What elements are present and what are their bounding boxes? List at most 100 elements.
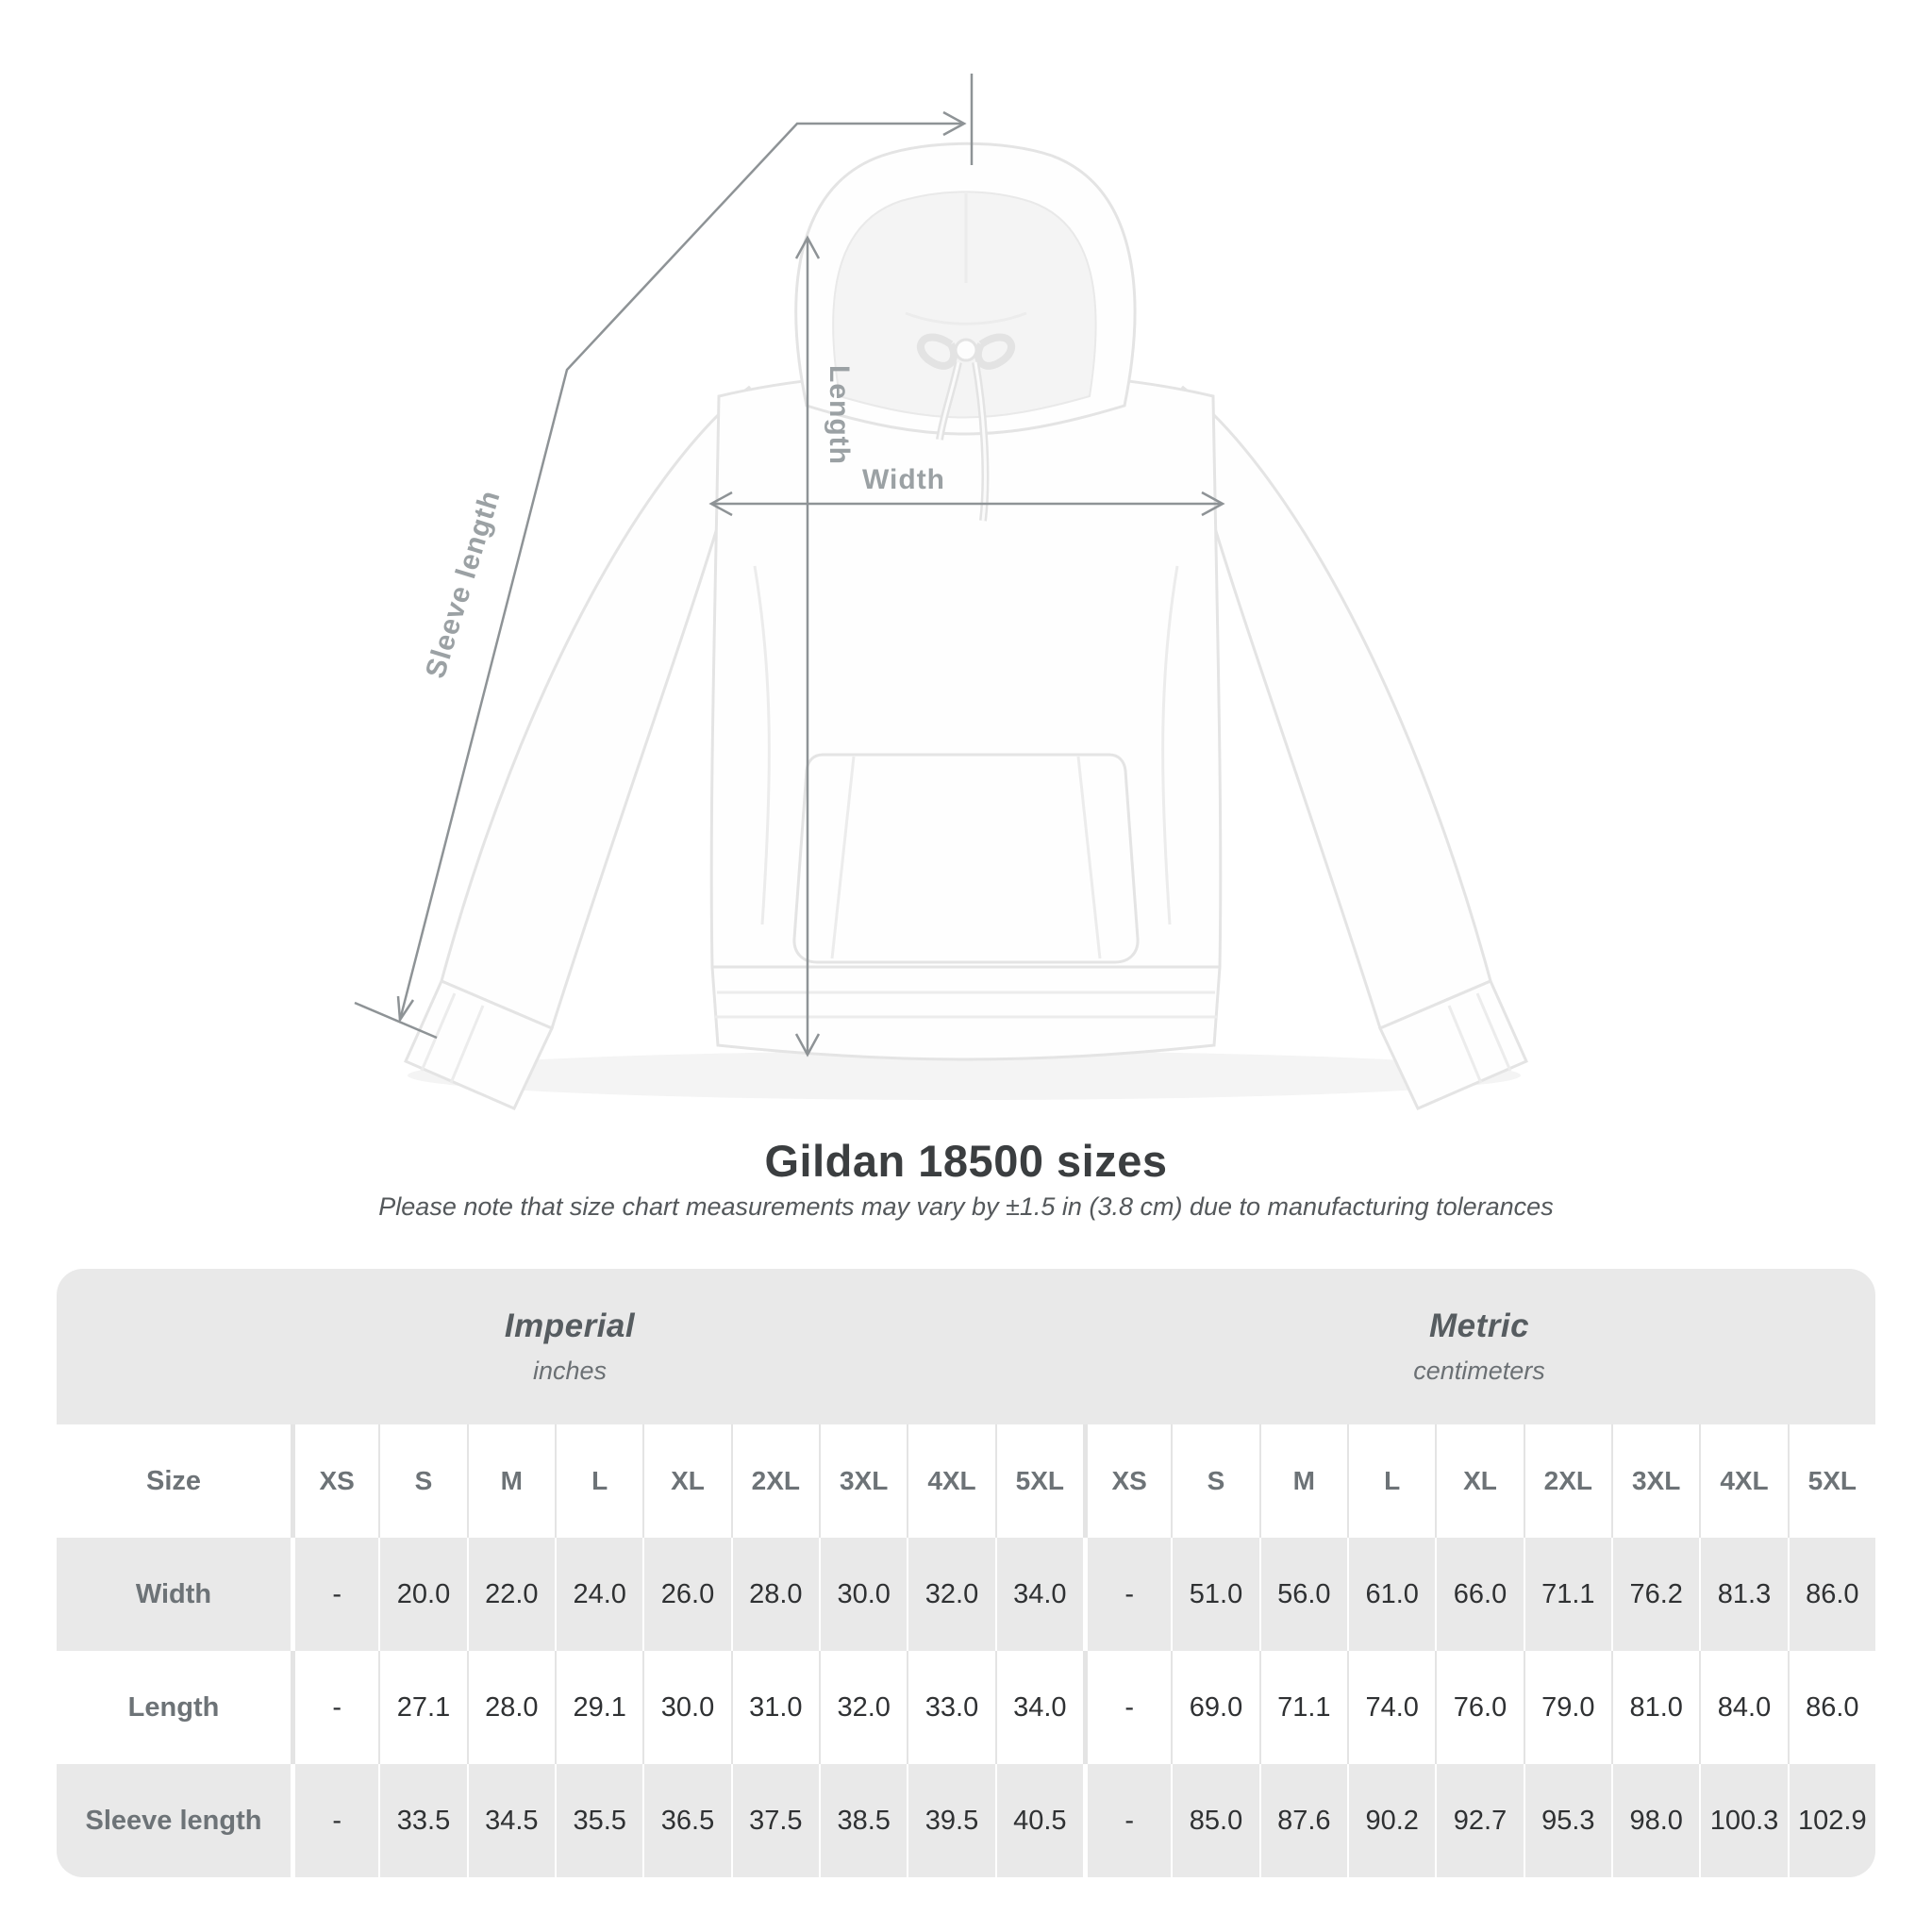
value-cell: - bbox=[1083, 1651, 1171, 1764]
size-header-cell: L bbox=[1347, 1424, 1435, 1538]
value-cell: 95.3 bbox=[1523, 1764, 1611, 1877]
size-header-cell: XL bbox=[1435, 1424, 1523, 1538]
hoodie-measurement-diagram: Sleeve length Length Width bbox=[354, 74, 1528, 1110]
value-cell: 81.0 bbox=[1611, 1651, 1699, 1764]
table-row-sleeve-length: Sleeve length - 33.5 34.5 35.5 36.5 37.5… bbox=[57, 1764, 1875, 1877]
sleeve-length-measure bbox=[354, 74, 974, 1040]
size-header-cell: S bbox=[378, 1424, 466, 1538]
value-cell: 28.0 bbox=[730, 1538, 819, 1651]
hoodie-illustration bbox=[404, 142, 1528, 1110]
value-cell: 100.3 bbox=[1699, 1764, 1787, 1877]
value-cell: 79.0 bbox=[1523, 1651, 1611, 1764]
imperial-unit: inches bbox=[532, 1357, 608, 1385]
value-cell: 69.0 bbox=[1171, 1651, 1258, 1764]
size-header-cell: XS bbox=[291, 1424, 378, 1538]
length-measure bbox=[794, 235, 821, 1058]
hoodie-hood bbox=[794, 142, 1137, 436]
value-cell: - bbox=[291, 1651, 378, 1764]
size-column-title: Size bbox=[145, 1465, 202, 1496]
value-cell: 31.0 bbox=[730, 1651, 819, 1764]
metric-unit: centimeters bbox=[1413, 1357, 1545, 1385]
value-cell: 33.0 bbox=[907, 1651, 994, 1764]
table-row-length: Length - 27.1 28.0 29.1 30.0 31.0 32.0 3… bbox=[57, 1651, 1875, 1764]
size-header-cell: 4XL bbox=[907, 1424, 994, 1538]
value-cell: 32.0 bbox=[907, 1538, 994, 1651]
size-header-cell: 3XL bbox=[1611, 1424, 1699, 1538]
value-cell: 36.5 bbox=[642, 1764, 730, 1877]
size-header-cell: M bbox=[466, 1424, 555, 1538]
value-cell: 102.9 bbox=[1787, 1764, 1875, 1877]
hoodie-shadow bbox=[408, 1051, 1521, 1100]
value-cell: 39.5 bbox=[907, 1764, 994, 1877]
value-cell: 76.0 bbox=[1435, 1651, 1523, 1764]
value-cell: - bbox=[291, 1764, 378, 1877]
value-cell: 34.0 bbox=[994, 1538, 1083, 1651]
value-cell: 87.6 bbox=[1258, 1764, 1347, 1877]
size-header-cell: 5XL bbox=[1787, 1424, 1875, 1538]
size-header-cell: XL bbox=[642, 1424, 730, 1538]
value-cell: 33.5 bbox=[378, 1764, 466, 1877]
arrowhead-left bbox=[708, 491, 733, 517]
size-header-cell: XS bbox=[1083, 1424, 1171, 1538]
value-cell: 85.0 bbox=[1171, 1764, 1258, 1877]
value-cell: 86.0 bbox=[1787, 1538, 1875, 1651]
imperial-title: Imperial bbox=[504, 1307, 636, 1344]
width-label: Width bbox=[862, 464, 945, 495]
row-label: Length bbox=[127, 1691, 220, 1723]
tick-bottom bbox=[354, 1001, 438, 1040]
tolerance-note: Please note that size chart measurements… bbox=[378, 1192, 1554, 1221]
value-cell: 71.1 bbox=[1523, 1538, 1611, 1651]
hoodie-left-sleeve bbox=[404, 385, 752, 1110]
right-cuff bbox=[1377, 979, 1528, 1110]
value-cell: 61.0 bbox=[1347, 1538, 1435, 1651]
value-cell: 30.0 bbox=[642, 1651, 730, 1764]
value-cell: 38.5 bbox=[819, 1764, 907, 1877]
size-header-cell: M bbox=[1258, 1424, 1347, 1538]
hood-drawstrings bbox=[917, 333, 1015, 522]
hoodie-right-sleeve bbox=[1180, 385, 1528, 1110]
table-row-width: Width - 20.0 22.0 24.0 26.0 28.0 30.0 32… bbox=[57, 1538, 1875, 1651]
left-cuff bbox=[404, 979, 555, 1110]
arrowhead-end bbox=[396, 995, 415, 1024]
arrowhead-right bbox=[942, 110, 967, 137]
value-cell: 20.0 bbox=[378, 1538, 466, 1651]
value-cell: 35.5 bbox=[555, 1764, 642, 1877]
kangaroo-pocket bbox=[792, 753, 1140, 964]
value-cell: - bbox=[1083, 1764, 1171, 1877]
value-cell: 26.0 bbox=[642, 1538, 730, 1651]
size-header-cell: 3XL bbox=[819, 1424, 907, 1538]
width-measure bbox=[708, 491, 1225, 517]
metric-header: Metric centimeters bbox=[1083, 1269, 1875, 1424]
value-cell: 98.0 bbox=[1611, 1764, 1699, 1877]
value-cell: - bbox=[1083, 1538, 1171, 1651]
value-cell: 76.2 bbox=[1611, 1538, 1699, 1651]
value-cell: 92.7 bbox=[1435, 1764, 1523, 1877]
size-header-cell: 2XL bbox=[1523, 1424, 1611, 1538]
hood-opening bbox=[832, 191, 1097, 419]
value-cell: 90.2 bbox=[1347, 1764, 1435, 1877]
arrowhead-down bbox=[794, 1033, 821, 1058]
page-title: Gildan 18500 sizes bbox=[764, 1136, 1168, 1186]
metric-title: Metric bbox=[1428, 1307, 1530, 1344]
row-label: Sleeve length bbox=[85, 1805, 262, 1836]
imperial-header: Imperial inches bbox=[57, 1269, 1083, 1424]
value-cell: 32.0 bbox=[819, 1651, 907, 1764]
row-label: Width bbox=[135, 1578, 212, 1609]
value-cell: 74.0 bbox=[1347, 1651, 1435, 1764]
value-cell: 28.0 bbox=[466, 1651, 555, 1764]
value-cell: - bbox=[291, 1538, 378, 1651]
unit-header-row: Imperial inches Metric centimeters bbox=[57, 1269, 1875, 1424]
size-header-cell: S bbox=[1171, 1424, 1258, 1538]
value-cell: 34.0 bbox=[994, 1651, 1083, 1764]
value-cell: 24.0 bbox=[555, 1538, 642, 1651]
value-cell: 34.5 bbox=[466, 1764, 555, 1877]
value-cell: 40.5 bbox=[994, 1764, 1083, 1877]
value-cell: 84.0 bbox=[1699, 1651, 1787, 1764]
value-cell: 66.0 bbox=[1435, 1538, 1523, 1651]
value-cell: 81.3 bbox=[1699, 1538, 1787, 1651]
size-header-cell: 2XL bbox=[730, 1424, 819, 1538]
value-cell: 27.1 bbox=[378, 1651, 466, 1764]
value-cell: 56.0 bbox=[1258, 1538, 1347, 1651]
size-table: Imperial inches Metric centimeters Size … bbox=[57, 1269, 1875, 1877]
